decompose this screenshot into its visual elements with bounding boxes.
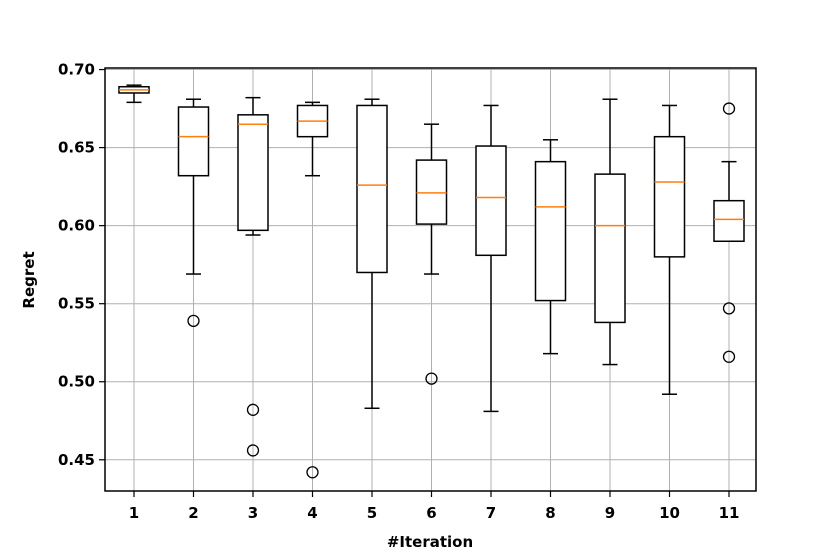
y-tick-label: 0.60 xyxy=(58,217,95,235)
x-tick-label: 6 xyxy=(426,504,436,522)
boxes xyxy=(118,84,745,479)
box-group-8 xyxy=(534,139,567,355)
box-group-9 xyxy=(594,98,626,366)
iqr-box xyxy=(534,160,567,302)
iqr-box xyxy=(653,135,686,258)
y-tick-label: 0.55 xyxy=(58,295,95,313)
box-group-4 xyxy=(296,101,329,479)
x-tick-label: 10 xyxy=(659,504,680,522)
iqr-box xyxy=(177,106,210,177)
iqr-box xyxy=(713,199,745,243)
outlier-point xyxy=(246,444,260,457)
iqr-box xyxy=(356,104,388,274)
x-axis-title: #Iteration xyxy=(387,533,473,551)
outlier-point xyxy=(187,314,200,328)
outlier-point xyxy=(246,403,260,416)
y-axis-title: Regret xyxy=(20,251,38,308)
x-tick-label: 7 xyxy=(486,504,496,522)
x-tick-label: 8 xyxy=(545,504,555,522)
x-tick-label: 5 xyxy=(367,504,377,522)
box-group-7 xyxy=(475,104,507,413)
outlier-point xyxy=(722,102,736,115)
x-tick-label: 3 xyxy=(248,504,258,522)
axis-ticks: 0.45 0.50 0.55 0.60 0.65 0.70 1 2 3 4 5 6 7 8 9 10 11 xyxy=(58,61,739,522)
box-group-11 xyxy=(713,102,745,363)
iqr-box xyxy=(237,114,269,232)
x-tick-label: 1 xyxy=(129,504,139,522)
iqr-box xyxy=(415,159,448,225)
outlier-point xyxy=(722,302,736,315)
x-tick-label: 9 xyxy=(605,504,615,522)
y-tick-label: 0.45 xyxy=(58,451,95,469)
iqr-box xyxy=(475,145,507,257)
box-group-3 xyxy=(237,96,269,457)
y-tick-label: 0.50 xyxy=(58,373,95,391)
box-group-2 xyxy=(177,98,210,328)
iqr-box xyxy=(594,173,626,324)
y-tick-label: 0.70 xyxy=(58,61,95,79)
box-group-5 xyxy=(356,98,388,410)
box-group-6 xyxy=(415,123,448,385)
box-group-1 xyxy=(118,84,150,104)
box-group-10 xyxy=(653,104,686,395)
outlier-point xyxy=(425,372,438,385)
x-tick-label: 2 xyxy=(188,504,198,522)
outlier-point xyxy=(722,350,736,363)
y-tick-label: 0.65 xyxy=(58,139,95,157)
outlier-point xyxy=(306,466,319,479)
plot-area-frame xyxy=(104,67,757,492)
x-tick-label: 4 xyxy=(307,504,317,522)
x-tick-label: 11 xyxy=(719,504,740,522)
